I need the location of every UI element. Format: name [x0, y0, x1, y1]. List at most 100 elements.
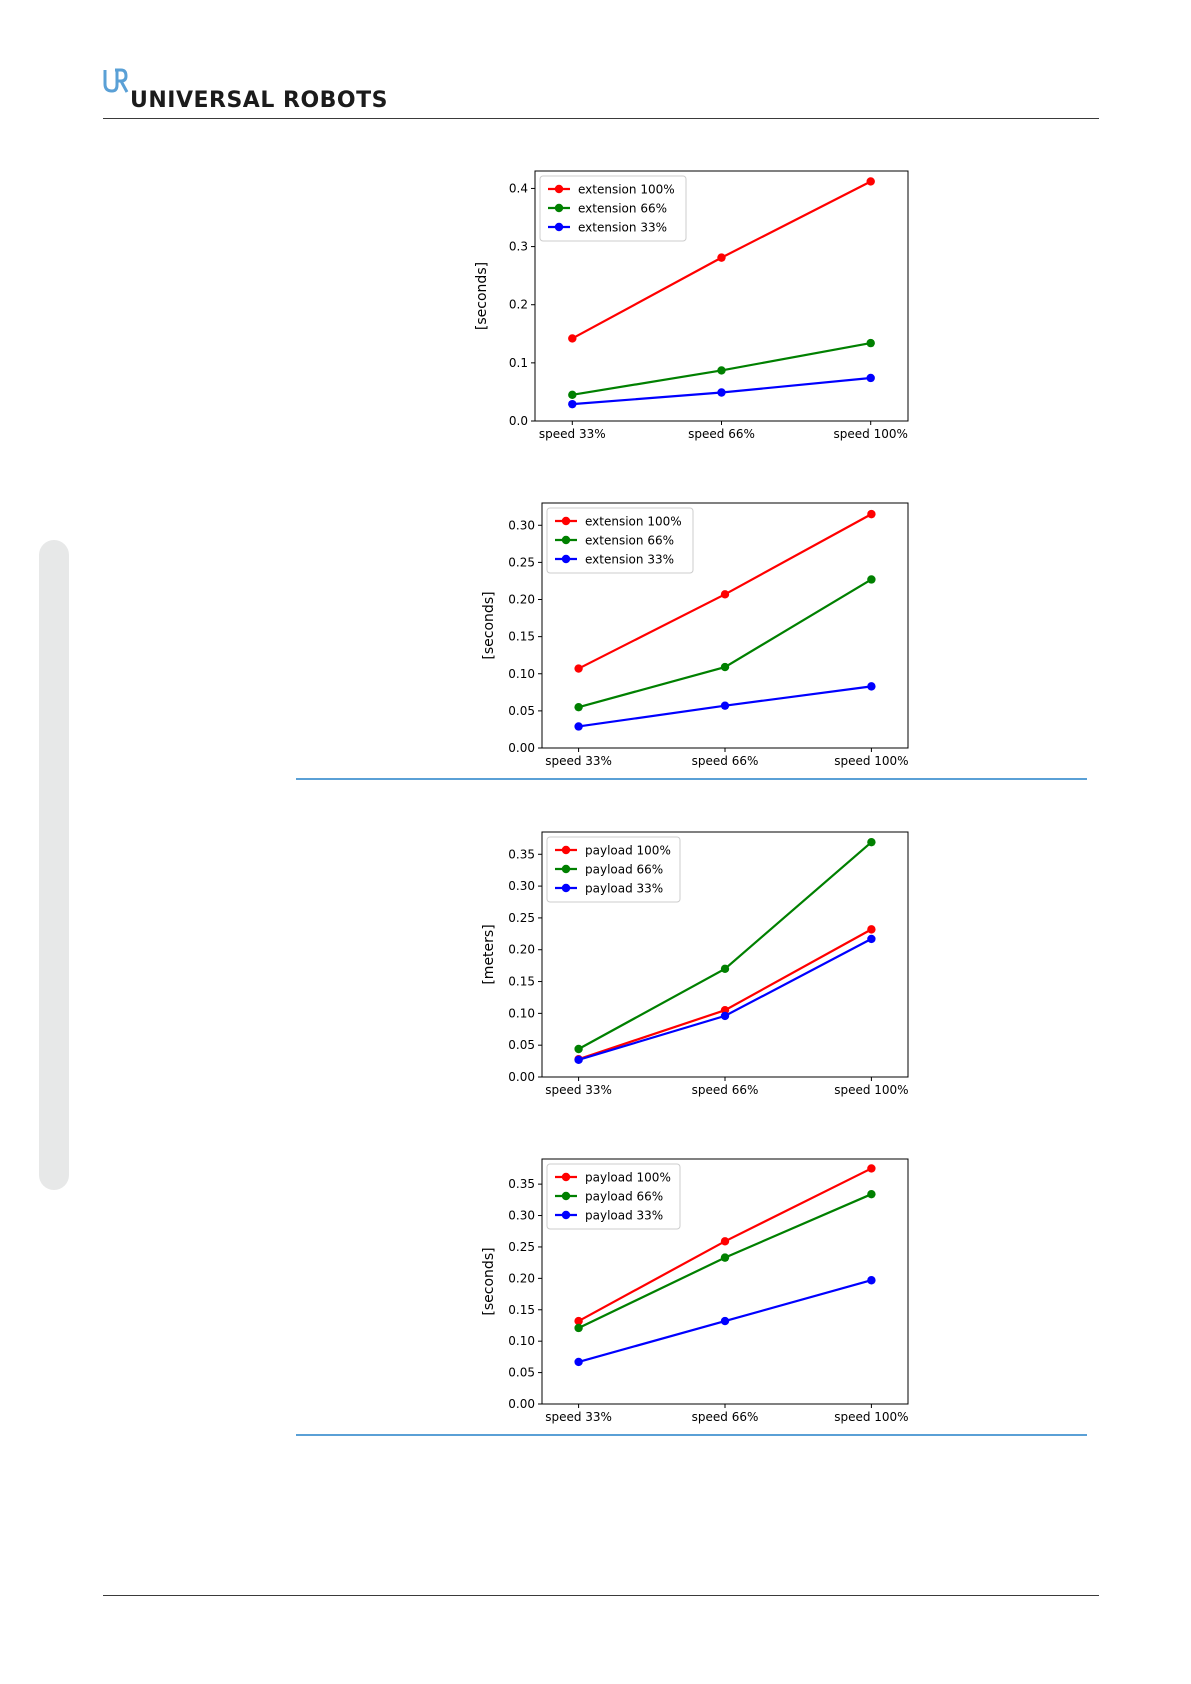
legend-label: payload 33% — [585, 882, 663, 896]
legend-label: payload 33% — [585, 1209, 663, 1223]
data-point — [720, 1253, 730, 1262]
y-tick-label: 0.10 — [508, 667, 535, 681]
x-tick-label: speed 33% — [545, 1410, 612, 1424]
data-point — [574, 1357, 583, 1367]
legend-label: extension 33% — [585, 553, 674, 567]
data-point — [574, 1055, 583, 1065]
legend-label: payload 100% — [585, 844, 671, 858]
x-tick-label: speed 100% — [834, 1410, 908, 1424]
legend-marker — [561, 1210, 571, 1220]
legend-box — [539, 175, 687, 242]
data-point — [574, 664, 583, 673]
chart-payload-time: 0.00 0.05 0.10 0.15 0.20 0.25 0.30 0.35 speed 33… — [481, 1158, 909, 1424]
data-point — [866, 373, 875, 383]
legend-box — [546, 507, 694, 574]
legend-label: extension 100% — [578, 183, 675, 197]
legend-box — [546, 1163, 681, 1230]
data-point — [720, 1316, 730, 1326]
ur-logo-icon — [103, 68, 129, 93]
y-tick-label: 0.15 — [508, 975, 535, 989]
y-tick-label: 0.20 — [508, 943, 535, 957]
legend-label: extension 66% — [578, 202, 667, 216]
legend-marker — [554, 184, 564, 194]
chart-payload-distance: 0.00 0.05 0.10 0.15 0.20 0.25 0.30 0.35 speed 33… — [481, 831, 909, 1097]
brand-logo: UNIVERSAL ROBOTS — [103, 68, 387, 114]
data-point — [720, 590, 730, 599]
data-point — [867, 1276, 876, 1285]
side-tab-marker — [39, 540, 69, 1190]
header-divider — [103, 118, 1099, 119]
y-tick-label: 0.15 — [508, 1303, 535, 1317]
y-tick-label: 0.05 — [508, 1038, 535, 1052]
data-point — [867, 509, 876, 519]
x-tick-label: speed 33% — [545, 1083, 612, 1097]
x-tick-label: speed 66% — [688, 427, 755, 441]
y-tick-label: 0.30 — [508, 518, 535, 532]
data-point — [867, 934, 876, 944]
y-tick-label: 0.2 — [509, 298, 528, 312]
y-tick-label: 0.25 — [508, 555, 535, 569]
data-point — [568, 399, 577, 409]
y-tick-label: 0.30 — [508, 879, 535, 893]
y-tick-label: 0.00 — [508, 741, 535, 755]
data-point — [568, 334, 577, 343]
brand-name: UNIVERSAL ROBOTS — [130, 88, 388, 113]
x-tick-label: speed 100% — [834, 427, 908, 441]
legend-label: payload 66% — [585, 1190, 663, 1204]
section-divider — [296, 1434, 1087, 1436]
series-line — [578, 578, 872, 709]
y-tick-label: 0.20 — [508, 593, 535, 607]
y-axis-label: [seconds] — [474, 262, 490, 330]
x-tick-label: speed 66% — [692, 1410, 759, 1424]
section-divider — [296, 778, 1087, 780]
data-point — [717, 366, 726, 375]
legend-label: extension 33% — [578, 221, 667, 235]
data-point — [867, 837, 876, 847]
data-point — [720, 964, 730, 974]
x-tick-label: speed 100% — [834, 1083, 908, 1097]
data-point — [568, 390, 577, 400]
legend-marker — [554, 203, 564, 213]
y-tick-label: 0.35 — [508, 847, 535, 861]
x-tick-label: speed 66% — [692, 754, 759, 768]
legend-marker — [561, 883, 571, 893]
y-tick-label: 0.30 — [508, 1209, 535, 1223]
data-point — [720, 1237, 730, 1246]
legend-marker — [561, 845, 571, 855]
y-axis-label: [meters] — [481, 924, 497, 984]
series-line — [578, 937, 872, 1061]
data-point — [867, 682, 876, 691]
x-tick-label: speed 33% — [539, 427, 606, 441]
x-tick-label: speed 66% — [692, 1083, 759, 1097]
legend-marker — [561, 516, 571, 526]
data-point — [867, 1164, 876, 1173]
y-axis-label: [seconds] — [481, 591, 497, 659]
legend-label: payload 100% — [585, 1171, 671, 1185]
data-point — [717, 253, 726, 262]
y-tick-label: 0.05 — [508, 704, 535, 718]
y-tick-label: 0.25 — [508, 1240, 535, 1254]
y-tick-label: 0.1 — [509, 356, 528, 370]
chart-extension-time-1: 0.0 0.1 0.2 0.3 0.4 speed 33% speed 66% speed 1… — [474, 170, 909, 441]
data-point — [866, 338, 875, 348]
data-point — [720, 701, 730, 710]
legend-marker — [561, 864, 571, 874]
y-tick-label: 0.15 — [508, 630, 535, 644]
x-tick-label: speed 33% — [545, 754, 612, 768]
data-point — [574, 1323, 583, 1333]
y-axis-label: [seconds] — [481, 1247, 497, 1315]
legend-marker — [561, 1191, 571, 1201]
legend-label: extension 100% — [585, 515, 682, 529]
legend-marker — [561, 1172, 571, 1182]
data-point — [574, 702, 583, 712]
x-tick-label: speed 100% — [834, 754, 908, 768]
y-tick-label: 0.25 — [508, 911, 535, 925]
y-tick-label: 0.20 — [508, 1271, 535, 1285]
y-tick-label: 0.00 — [508, 1070, 535, 1084]
series-line — [578, 928, 872, 1061]
legend-box — [546, 836, 681, 903]
chart-extension-time-2: 0.00 0.05 0.10 0.15 0.20 0.25 0.30 speed 33% spe… — [481, 502, 909, 768]
y-tick-label: 0.05 — [508, 1366, 535, 1380]
y-tick-label: 0.00 — [508, 1397, 535, 1411]
y-tick-label: 0.0 — [509, 414, 528, 428]
